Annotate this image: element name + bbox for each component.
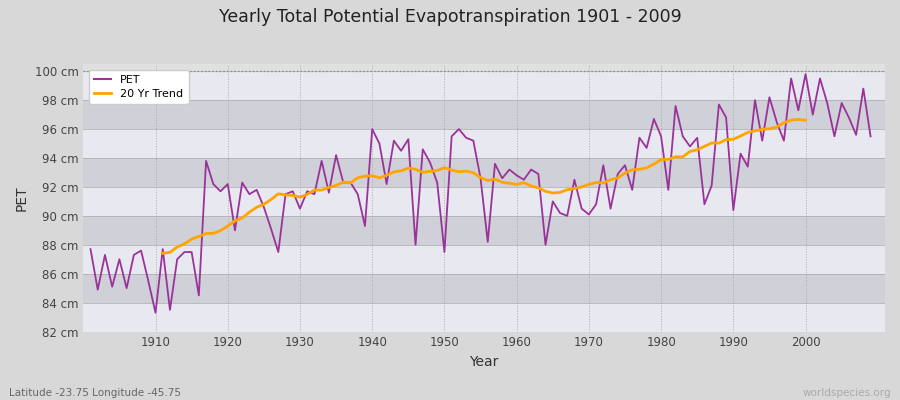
Bar <box>84 303 885 332</box>
Bar <box>84 187 885 216</box>
PET <box>865 134 876 139</box>
20 Yr Trend <box>353 175 364 180</box>
PET <box>511 173 522 178</box>
20 Yr Trend <box>692 147 703 152</box>
PET <box>86 247 96 252</box>
Bar <box>84 158 885 187</box>
Text: Latitude -23.75 Longitude -45.75: Latitude -23.75 Longitude -45.75 <box>9 388 181 398</box>
Bar <box>84 245 885 274</box>
X-axis label: Year: Year <box>470 355 499 369</box>
Bar <box>84 274 885 303</box>
20 Yr Trend <box>244 210 255 214</box>
Legend: PET, 20 Yr Trend: PET, 20 Yr Trend <box>89 70 189 104</box>
20 Yr Trend <box>771 125 782 130</box>
PET <box>605 206 616 211</box>
PET <box>353 192 364 196</box>
Line: 20 Yr Trend: 20 Yr Trend <box>163 119 806 253</box>
PET <box>800 72 811 76</box>
PET <box>518 177 529 182</box>
20 Yr Trend <box>605 177 616 182</box>
Text: Yearly Total Potential Evapotranspiration 1901 - 2009: Yearly Total Potential Evapotranspiratio… <box>219 8 681 26</box>
Text: worldspecies.org: worldspecies.org <box>803 388 891 398</box>
PET <box>150 310 161 315</box>
Line: PET: PET <box>91 74 870 313</box>
Bar <box>84 129 885 158</box>
20 Yr Trend <box>158 251 168 256</box>
20 Yr Trend <box>706 140 717 145</box>
Bar <box>84 71 885 100</box>
Bar <box>84 216 885 245</box>
Bar <box>84 100 885 129</box>
PET <box>143 278 154 283</box>
Y-axis label: PET: PET <box>15 185 29 211</box>
20 Yr Trend <box>800 118 811 123</box>
PET <box>309 192 320 196</box>
20 Yr Trend <box>793 117 804 122</box>
